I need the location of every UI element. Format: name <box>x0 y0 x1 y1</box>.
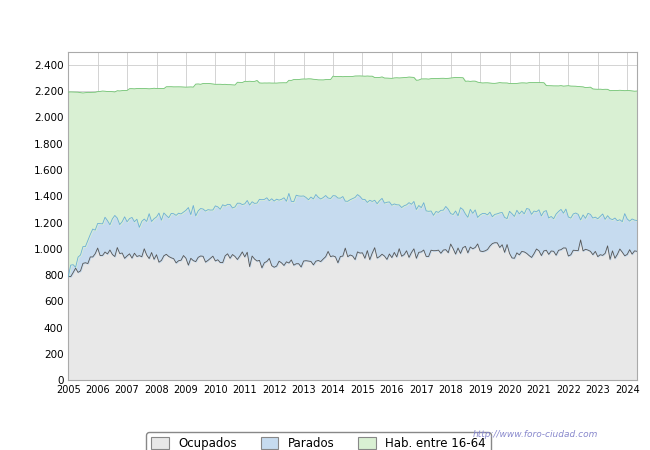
Text: La Zarza - Evolucion de la poblacion en edad de Trabajar Mayo de 2024: La Zarza - Evolucion de la poblacion en … <box>86 13 564 26</box>
Text: http://www.foro-ciudad.com: http://www.foro-ciudad.com <box>473 430 598 439</box>
Legend: Ocupados, Parados, Hab. entre 16-64: Ocupados, Parados, Hab. entre 16-64 <box>146 432 491 450</box>
